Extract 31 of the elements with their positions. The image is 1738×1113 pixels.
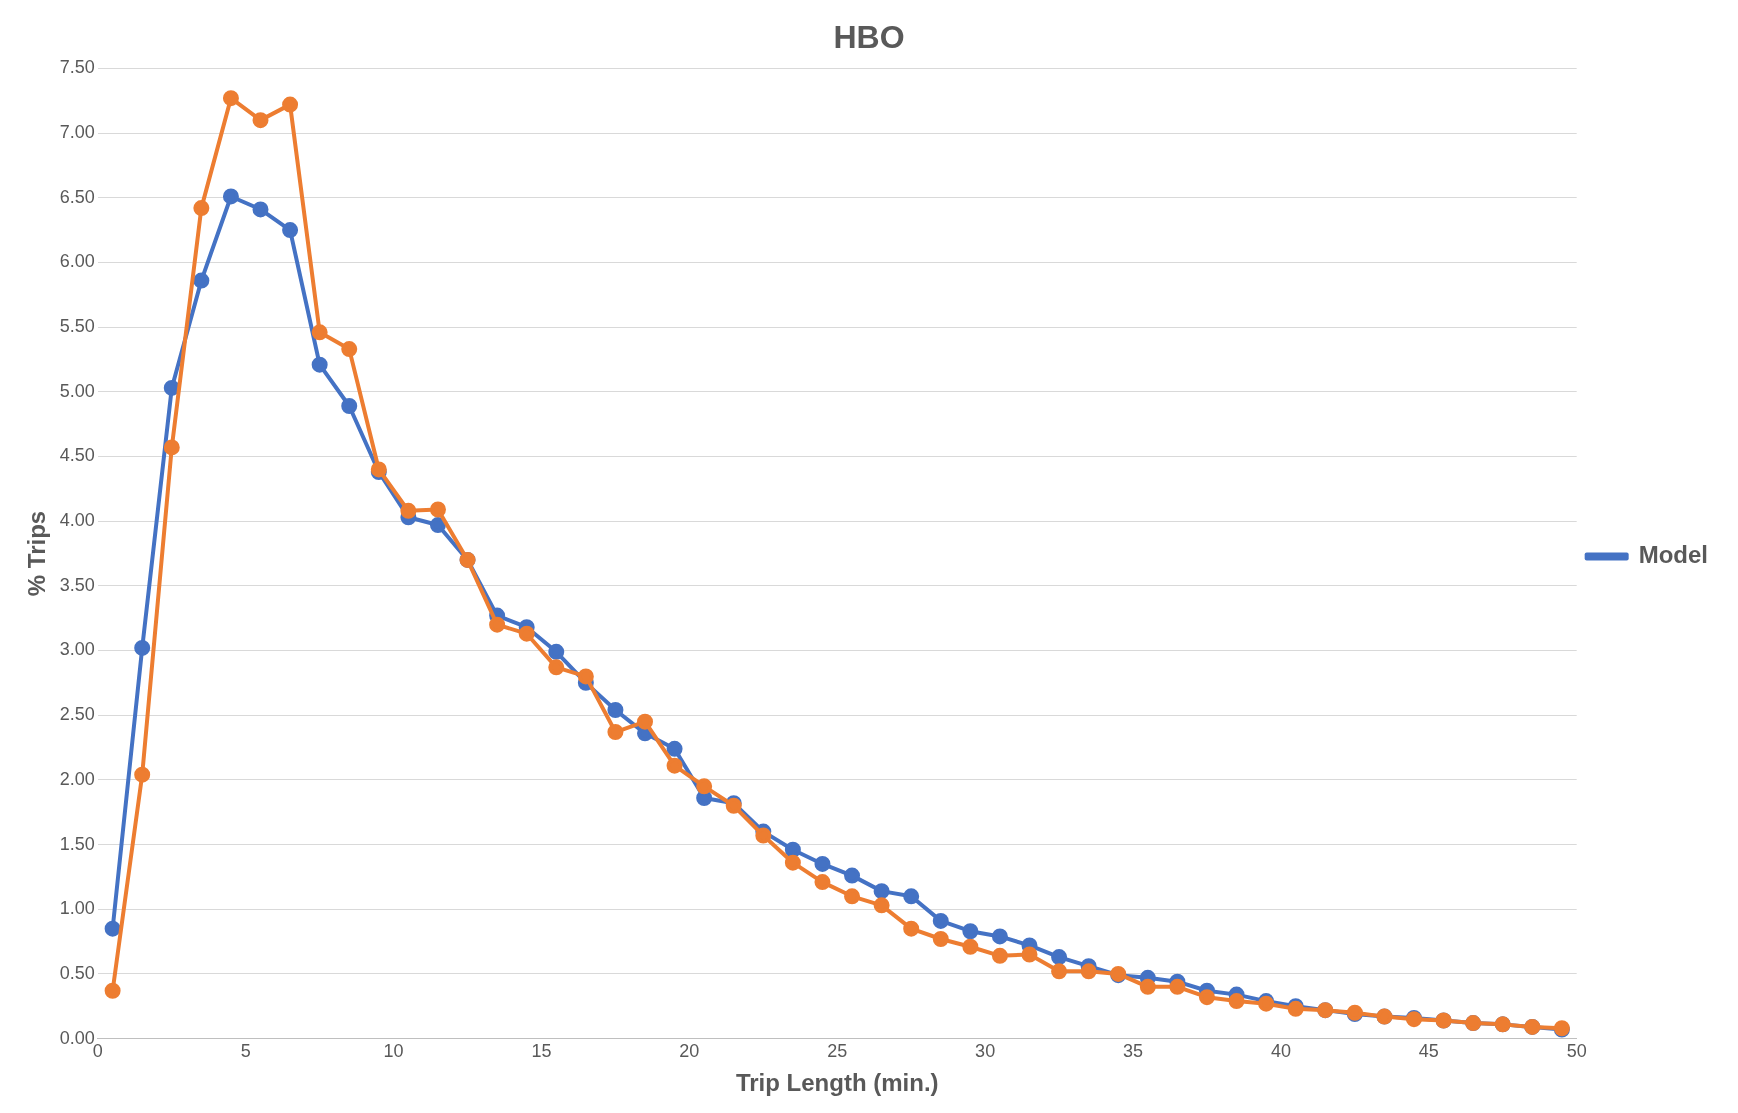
x-tick-label: 30: [975, 1041, 996, 1062]
x-tick-label: 15: [531, 1041, 552, 1062]
x-axis-title: Trip Length (min.): [735, 1069, 939, 1097]
x-tick-label: 50: [1566, 1041, 1587, 1062]
chart-title: HBO: [833, 19, 905, 56]
y-tick-label: 1.50: [59, 833, 95, 854]
y-tick-label: 7.00: [59, 122, 95, 143]
y-tick-label: 3.00: [59, 639, 95, 660]
y-tick-label: 5.00: [59, 380, 95, 401]
y-axis-title: % Trips: [23, 510, 51, 597]
y-tick-label: 3.50: [59, 574, 95, 595]
y-tick-label: 7.50: [59, 57, 95, 78]
y-tick-label: 1.00: [59, 898, 95, 919]
legend-label: Model: [1638, 541, 1708, 569]
y-tick-label: 0.00: [59, 1027, 95, 1048]
x-tick-label: 45: [1418, 1041, 1439, 1062]
y-tick-label: 5.50: [59, 316, 95, 337]
x-tick-label: 5: [240, 1041, 251, 1062]
x-tick-label: 35: [1123, 1041, 1144, 1062]
y-tick-label: 2.50: [59, 704, 95, 725]
x-tick-label: 10: [383, 1041, 404, 1062]
y-tick-label: 6.50: [59, 186, 95, 207]
x-tick-label: 25: [827, 1041, 848, 1062]
x-tick-label: 40: [1270, 1041, 1291, 1062]
y-tick-label: 4.50: [59, 445, 95, 466]
y-tick-label: 4.00: [59, 510, 95, 531]
y-tick-label: 0.50: [59, 962, 95, 983]
y-tick-label: 6.00: [59, 251, 95, 272]
x-tick-label: 20: [679, 1041, 700, 1062]
x-tick-label: 0: [92, 1041, 103, 1062]
y-tick-label: 2.00: [59, 768, 95, 789]
